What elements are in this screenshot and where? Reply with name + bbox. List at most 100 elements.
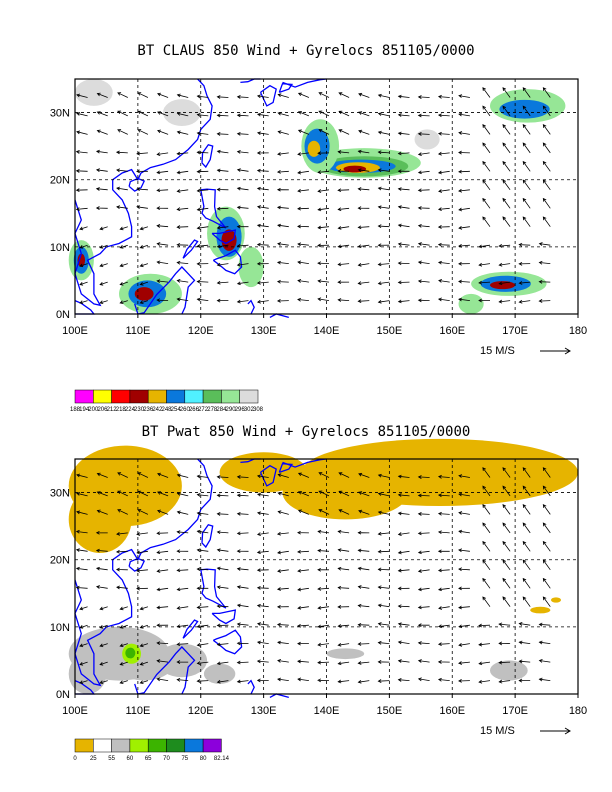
wind-vector — [417, 569, 430, 573]
wind-vector — [196, 567, 209, 572]
colorbar-label: 266 — [189, 407, 200, 413]
colorbar-swatch — [74, 389, 94, 404]
wind-vector — [502, 540, 511, 552]
wind-vector — [75, 188, 88, 192]
wind-vector — [438, 189, 450, 193]
wind-vector — [482, 577, 491, 589]
wind-vector — [216, 623, 229, 628]
wind-vector — [196, 131, 209, 136]
wind-vector — [297, 641, 309, 646]
wind-vector — [498, 299, 511, 304]
colorbar-label: 55 — [108, 756, 115, 762]
colorbar-label: 65 — [145, 756, 152, 762]
wind-vector — [276, 298, 289, 303]
wind-vector — [482, 142, 491, 154]
wind-vector — [377, 150, 390, 155]
wind-vector — [236, 679, 249, 684]
wind-vector — [236, 150, 249, 154]
wind-vector — [136, 550, 148, 555]
colorbar-label: 60 — [127, 756, 134, 762]
wind-vector — [417, 152, 430, 156]
wind-vector — [357, 530, 370, 535]
wind-vector — [176, 93, 189, 98]
wind-vector — [139, 281, 149, 286]
wind-vector — [502, 596, 511, 607]
wind-vector — [397, 493, 410, 497]
wind-vector — [119, 263, 128, 268]
wind-vector — [437, 225, 450, 229]
wind-vector — [119, 606, 128, 611]
wind-vector — [377, 243, 390, 248]
wind-vector — [337, 566, 350, 571]
wind-vector — [482, 160, 491, 172]
wind-vector — [139, 226, 149, 231]
colorbar-swatch — [239, 389, 259, 404]
wind-vector — [277, 510, 289, 515]
wind-vector — [318, 110, 330, 117]
wind-vector — [377, 262, 390, 267]
wind-vector — [338, 92, 350, 98]
wind-vector — [357, 281, 370, 286]
wind-vector — [337, 605, 350, 609]
wind-vector — [276, 604, 289, 609]
wind-vector — [277, 242, 289, 246]
coastline — [128, 557, 146, 572]
colorbar-label: 80 — [200, 756, 207, 762]
lon-tick-label: 140E — [314, 705, 340, 717]
colorbar-label: 254 — [171, 407, 182, 413]
wind-vector — [337, 529, 350, 534]
wind-vector — [216, 168, 229, 173]
wind-vector — [196, 279, 209, 284]
wind-vector — [277, 569, 289, 573]
wind-vector — [377, 186, 390, 191]
wind-vector — [502, 216, 511, 227]
wind-vector — [297, 152, 309, 156]
wind-vector — [542, 124, 551, 135]
wind-vector — [115, 150, 128, 155]
wind-vector — [176, 279, 189, 283]
wind-vector — [437, 493, 450, 498]
wind-vector — [236, 299, 249, 304]
wind-vector — [75, 207, 88, 212]
wind-vector — [377, 603, 390, 608]
wind-vector — [397, 299, 410, 304]
wind-vector — [377, 205, 390, 210]
coastline — [182, 239, 199, 259]
wind-vector — [157, 509, 169, 515]
wind-vector — [397, 131, 410, 136]
wind-vector — [458, 661, 470, 665]
wind-vector — [216, 132, 229, 136]
wind-vector — [176, 297, 189, 302]
wind-vector — [377, 299, 390, 304]
wind-vector — [338, 490, 350, 497]
coastline — [200, 568, 227, 609]
wind-vector — [377, 473, 390, 478]
wind-vector — [417, 659, 430, 663]
wind-vector — [139, 244, 149, 249]
pwat-shading — [68, 485, 132, 553]
colorbar-label: 302 — [244, 407, 255, 413]
wind-vector — [95, 566, 108, 571]
wind-vector — [136, 586, 148, 591]
coastline — [211, 609, 237, 625]
wind-vector — [196, 511, 209, 516]
wind-vector — [276, 531, 289, 536]
wind-vector — [99, 606, 108, 611]
pwat-shading — [326, 648, 365, 660]
wind-vector — [136, 205, 148, 210]
wind-vector — [337, 642, 350, 647]
wind-vector — [542, 142, 551, 154]
wind-vector — [276, 260, 289, 265]
wind-vector — [95, 548, 108, 553]
lon-tick-label: 170E — [502, 705, 528, 717]
colorbar-label: 218 — [116, 407, 127, 413]
wind-vector — [297, 242, 309, 247]
colorbar-swatch — [111, 738, 131, 753]
wind-vector — [482, 124, 491, 135]
wind-vector — [482, 485, 491, 497]
colorbar-label: 206 — [97, 407, 108, 413]
wind-vector — [196, 94, 209, 99]
wind-vector — [397, 586, 410, 591]
wind-vector — [438, 606, 450, 610]
